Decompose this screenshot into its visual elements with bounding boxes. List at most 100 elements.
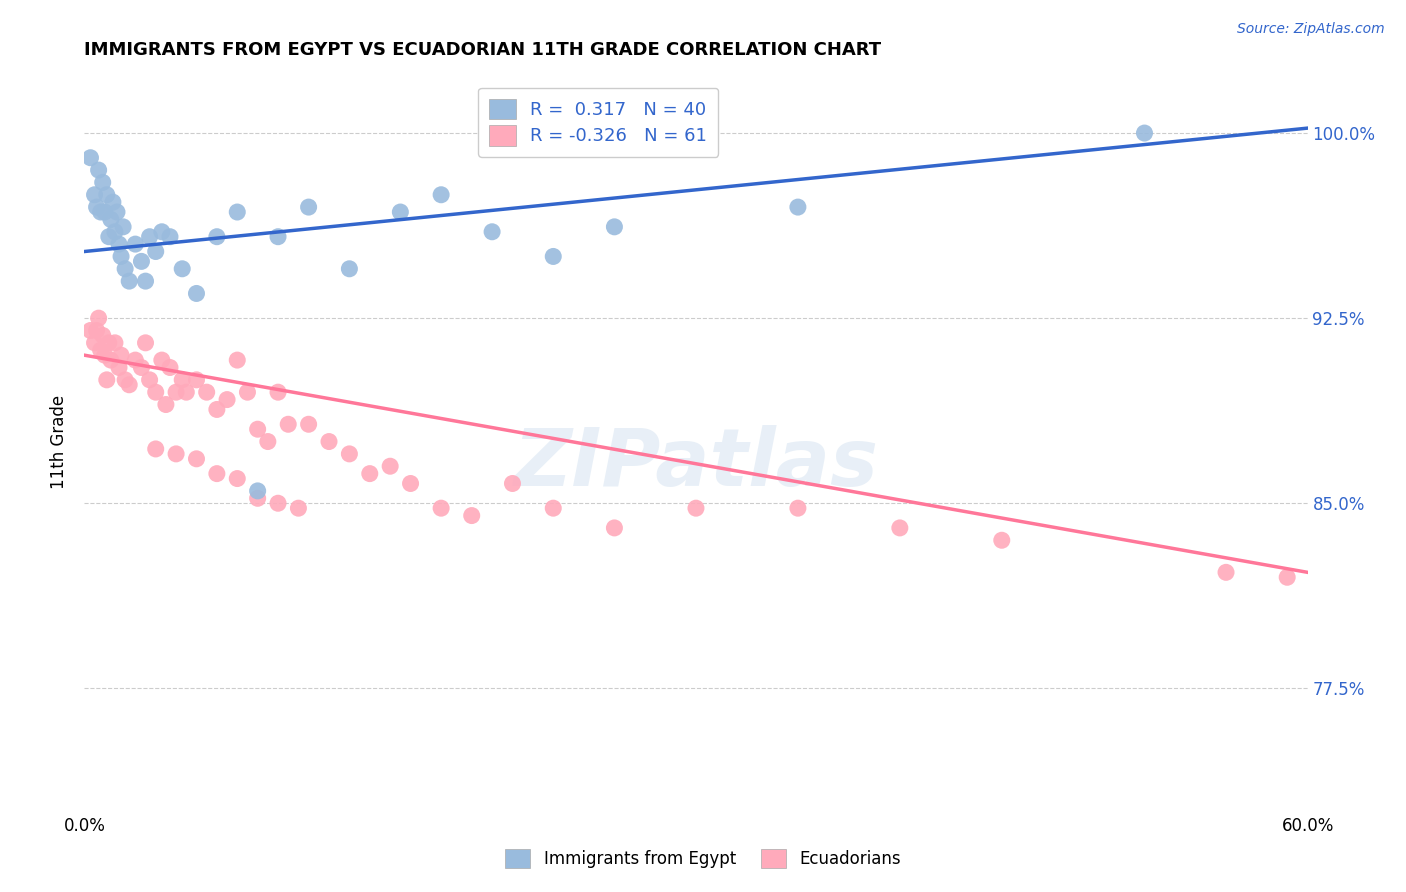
Point: [100, 353, 122, 368]
Point: [91, 328, 114, 343]
Point: [246, 422, 269, 436]
Point: [159, 360, 181, 375]
Point: [380, 459, 402, 474]
Point: [145, 442, 167, 456]
Point: [105, 205, 128, 219]
Point: [104, 335, 127, 350]
Point: [186, 373, 208, 387]
Point: [118, 274, 141, 288]
Point: [86, 200, 108, 214]
Text: Source: ZipAtlas.com: Source: ZipAtlas.com: [1237, 22, 1385, 37]
Point: [787, 501, 810, 516]
Point: [298, 417, 321, 432]
Point: [165, 385, 187, 400]
Point: [97, 229, 120, 244]
Point: [114, 373, 136, 387]
Point: [277, 417, 299, 432]
Legend: R =  0.317   N = 40, R = -0.326   N = 61: R = 0.317 N = 40, R = -0.326 N = 61: [478, 87, 718, 157]
Point: [83, 335, 105, 350]
Point: [90, 343, 112, 358]
Point: [267, 229, 290, 244]
Point: [174, 385, 197, 400]
Point: [96, 187, 118, 202]
Point: [267, 496, 290, 510]
Point: [118, 377, 141, 392]
Point: [1215, 566, 1237, 580]
Point: [543, 249, 565, 263]
Point: [172, 373, 194, 387]
Point: [172, 261, 194, 276]
Point: [195, 385, 218, 400]
Point: [217, 392, 239, 407]
Point: [90, 205, 112, 219]
Point: [87, 163, 110, 178]
Point: [100, 212, 122, 227]
Point: [135, 274, 157, 288]
Point: [108, 237, 131, 252]
Point: [226, 353, 249, 368]
Point: [991, 533, 1014, 548]
Point: [889, 521, 911, 535]
Point: [226, 205, 249, 219]
Point: [145, 244, 167, 259]
Point: [150, 353, 173, 368]
Point: [79, 323, 101, 337]
Point: [787, 200, 810, 214]
Point: [110, 348, 132, 362]
Point: [112, 219, 135, 234]
Point: [131, 254, 153, 268]
Point: [287, 501, 309, 516]
Point: [267, 385, 290, 400]
Point: [339, 261, 361, 276]
Point: [389, 205, 412, 219]
Point: [124, 353, 146, 368]
Text: IMMIGRANTS FROM EGYPT VS ECUADORIAN 11TH GRADE CORRELATION CHART: IMMIGRANTS FROM EGYPT VS ECUADORIAN 11TH…: [84, 41, 882, 59]
Point: [93, 205, 115, 219]
Point: [205, 467, 228, 481]
Point: [359, 467, 381, 481]
Point: [110, 249, 132, 263]
Point: [1133, 126, 1156, 140]
Point: [502, 476, 524, 491]
Point: [138, 229, 160, 244]
Point: [603, 219, 626, 234]
Point: [205, 402, 228, 417]
Point: [481, 225, 503, 239]
Text: ZIPatlas: ZIPatlas: [513, 425, 879, 503]
Point: [79, 151, 101, 165]
Point: [226, 471, 249, 485]
Point: [124, 237, 146, 252]
Point: [91, 175, 114, 189]
Point: [155, 397, 177, 411]
Point: [298, 200, 321, 214]
Point: [246, 491, 269, 506]
Point: [257, 434, 280, 449]
Point: [150, 225, 173, 239]
Point: [96, 373, 118, 387]
Point: [97, 335, 120, 350]
Legend: Immigrants from Egypt, Ecuadorians: Immigrants from Egypt, Ecuadorians: [499, 842, 907, 875]
Point: [461, 508, 484, 523]
Point: [1277, 570, 1299, 584]
Point: [430, 187, 453, 202]
Point: [93, 348, 115, 362]
Point: [159, 229, 181, 244]
Point: [114, 261, 136, 276]
Point: [236, 385, 259, 400]
Point: [186, 451, 208, 466]
Point: [246, 483, 269, 498]
Point: [205, 229, 228, 244]
Point: [86, 323, 108, 337]
Point: [399, 476, 422, 491]
Point: [543, 501, 565, 516]
Point: [685, 501, 707, 516]
Point: [104, 225, 127, 239]
Point: [165, 447, 187, 461]
Point: [339, 447, 361, 461]
Point: [108, 360, 131, 375]
Point: [603, 521, 626, 535]
Point: [83, 187, 105, 202]
Point: [131, 360, 153, 375]
Point: [135, 335, 157, 350]
Y-axis label: 11th Grade: 11th Grade: [51, 394, 69, 489]
